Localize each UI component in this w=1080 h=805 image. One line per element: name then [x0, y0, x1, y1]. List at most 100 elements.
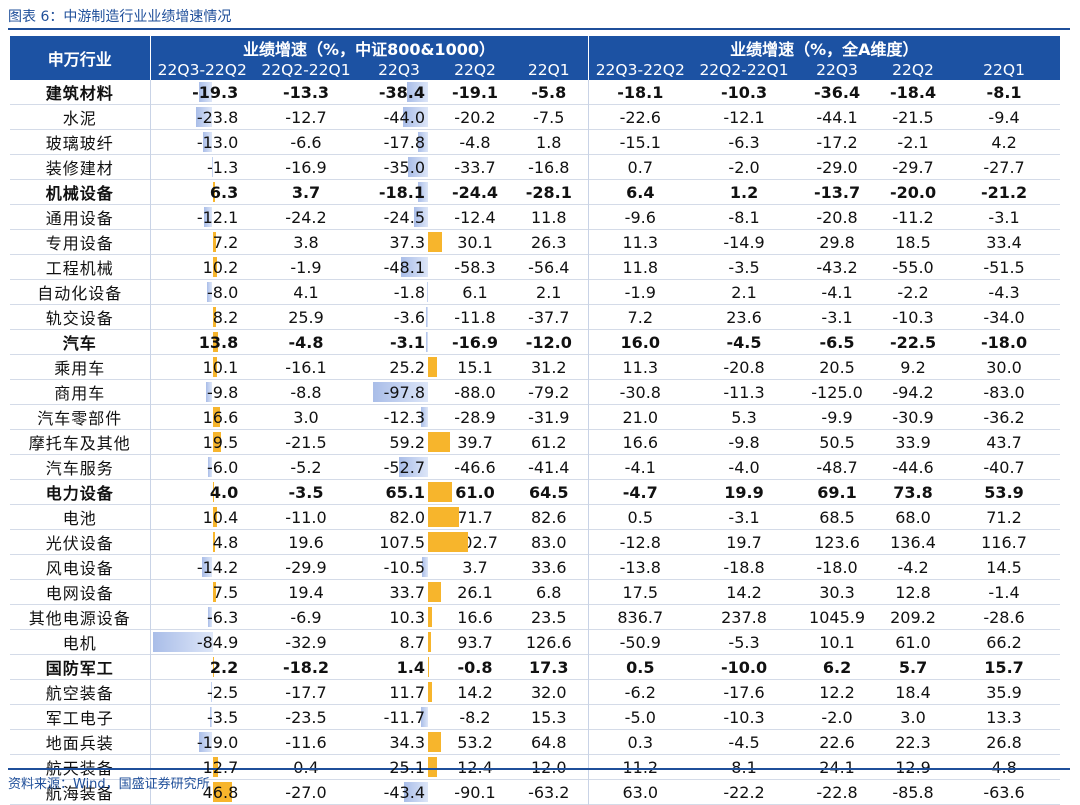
data-cell: -7.5	[510, 104, 589, 130]
column-header: 22Q3-22Q2	[150, 60, 254, 80]
data-cell-with-bar: 4.0	[150, 480, 254, 505]
data-bar	[202, 557, 213, 577]
column-header: 22Q3	[796, 60, 879, 80]
industry-name: 航天装备	[10, 754, 151, 780]
data-cell-with-bar: 6.3	[150, 180, 254, 205]
column-header: 22Q3	[358, 60, 440, 80]
data-cell: -8.8	[290, 382, 322, 402]
data-cell: 21.0	[622, 407, 659, 427]
data-cell: -11.8	[454, 307, 496, 327]
data-cell: -37.7	[510, 304, 589, 330]
data-cell: 6.2	[822, 657, 852, 677]
data-cell: 32.0	[510, 679, 589, 705]
data-bar	[211, 157, 213, 177]
industry-name: 工程机械	[10, 254, 151, 280]
data-cell: -27.0	[285, 782, 327, 802]
data-bar	[421, 407, 428, 427]
data-cell-with-bar: 65.1	[358, 480, 453, 505]
data-bar	[212, 657, 214, 677]
table-row: 建筑材料 -19.3 -13.3 -38.4 -19.1 -5.8 -18.1 -10.3 -3…	[10, 80, 1061, 105]
data-cell: -8.2	[459, 707, 491, 727]
data-cell: 68.0	[895, 507, 931, 527]
data-cell-with-bar: -6.3	[150, 605, 254, 630]
data-cell: -2.0	[728, 157, 760, 177]
data-bar	[212, 782, 233, 802]
data-cell: -46.6	[454, 457, 496, 477]
data-cell: -3.1	[821, 307, 853, 327]
data-cell-with-bar: 1.4	[358, 655, 440, 680]
table-row: 地面兵装 -19.0 -11.6 34.3 53.2 64.8 0.3 -4.5 22.6 22.…	[10, 729, 1061, 755]
data-cell: -83.0	[983, 382, 1025, 402]
industry-name: 航海装备	[10, 779, 151, 805]
data-cell: 71.7	[457, 507, 493, 527]
source-note: 资料来源：Wind，国盛证券研究所	[8, 777, 210, 792]
table-row: 装修建材 -1.3 -16.9 -35.0 -33.7 -16.8 0.7 -2.0 -29.0…	[10, 154, 1061, 180]
data-cell: -4.8	[459, 132, 491, 152]
table-row: 汽车 13.8 -4.8 -3.1 -16.9 -12.0 16.0 -4.5 -6.5 -22.…	[10, 329, 1061, 355]
cell-value: -3.6	[393, 307, 425, 327]
data-cell: 30.3	[819, 582, 855, 602]
data-cell: -4.5	[726, 332, 762, 352]
cell-value: 10.4	[202, 507, 239, 527]
table-row: 工程机械 10.2 -1.9 -48.1 -58.3 -56.4 11.8 -3.5 -43.2…	[10, 254, 1061, 280]
table-row: 电网设备 7.5 19.4 33.7 26.1 6.8 17.5 14.2 30.3 12.8 -1…	[10, 579, 1061, 605]
data-cell-with-bar: -35.0	[358, 155, 440, 180]
data-cell: -10.3	[720, 82, 768, 102]
data-cell: 82.6	[510, 504, 589, 530]
data-cell: -9.8	[728, 432, 760, 452]
data-cell: 64.5	[510, 479, 589, 505]
data-cell: -58.3	[454, 257, 496, 277]
data-cell: -28.1	[510, 179, 589, 205]
data-cell-with-bar: -44.0	[358, 105, 440, 130]
data-cell: 11.3	[622, 357, 659, 377]
data-cell-with-bar: 4.8	[150, 530, 254, 555]
data-cell: 6.4	[626, 182, 655, 202]
data-cell: 53.2	[457, 732, 493, 752]
data-bar	[408, 157, 428, 177]
data-cell-with-bar: -97.8	[358, 380, 440, 405]
data-cell: -29.0	[816, 157, 858, 177]
data-cell: 63.0	[622, 782, 659, 802]
cell-value: -19.0	[196, 732, 239, 752]
data-bar	[210, 707, 213, 727]
table-row: 通用设备 -12.1 -24.2 -24.5 -12.4 11.8 -9.6 -8.1 -20.…	[10, 204, 1061, 230]
industry-name: 军工电子	[10, 704, 151, 730]
data-bar	[428, 432, 451, 452]
data-cell: -12.7	[285, 107, 327, 127]
table-row: 乘用车 10.1 -16.1 25.2 15.1 31.2 11.3 -20.8 20.5 9.2…	[10, 354, 1061, 380]
data-cell: 26.1	[457, 582, 493, 602]
data-cell: -3.5	[288, 482, 324, 502]
data-cell-with-bar: 2.2	[150, 655, 254, 680]
data-bar	[212, 432, 221, 452]
cell-value: 1.4	[396, 657, 425, 677]
data-cell: 19.4	[288, 582, 324, 602]
industry-name: 摩托车及其他	[10, 429, 151, 455]
data-cell: -2.1	[897, 132, 929, 152]
data-cell: 6.1	[462, 282, 488, 302]
cell-value: -3.1	[390, 332, 425, 352]
data-cell: -1.9	[290, 257, 322, 277]
data-cell: -12.4	[454, 207, 496, 227]
data-cell: -125.0	[811, 382, 863, 402]
data-cell: 23.6	[726, 307, 762, 327]
data-bar	[428, 482, 453, 502]
data-cell: 17.5	[622, 582, 659, 602]
data-cell: -40.7	[983, 457, 1025, 477]
data-cell: -6.6	[290, 132, 322, 152]
industry-name: 其他电源设备	[10, 604, 151, 630]
cell-value: 10.2	[202, 257, 239, 277]
data-cell-with-bar: 10.2	[150, 255, 254, 280]
data-bar	[212, 182, 216, 202]
data-cell-with-bar: -48.1	[358, 255, 440, 280]
data-bar	[403, 107, 428, 127]
data-bar	[417, 182, 428, 202]
data-bar	[426, 332, 428, 352]
data-cell: -16.9	[285, 157, 327, 177]
data-cell: 29.8	[819, 232, 855, 252]
data-cell: 20.5	[819, 357, 855, 377]
cell-value: -3.5	[207, 707, 239, 727]
data-bar	[206, 282, 213, 302]
industry-name: 光伏设备	[10, 529, 151, 555]
data-cell: -41.4	[510, 454, 589, 480]
header-group-csi: 业绩增速（%，中证800&1000）	[150, 36, 589, 60]
